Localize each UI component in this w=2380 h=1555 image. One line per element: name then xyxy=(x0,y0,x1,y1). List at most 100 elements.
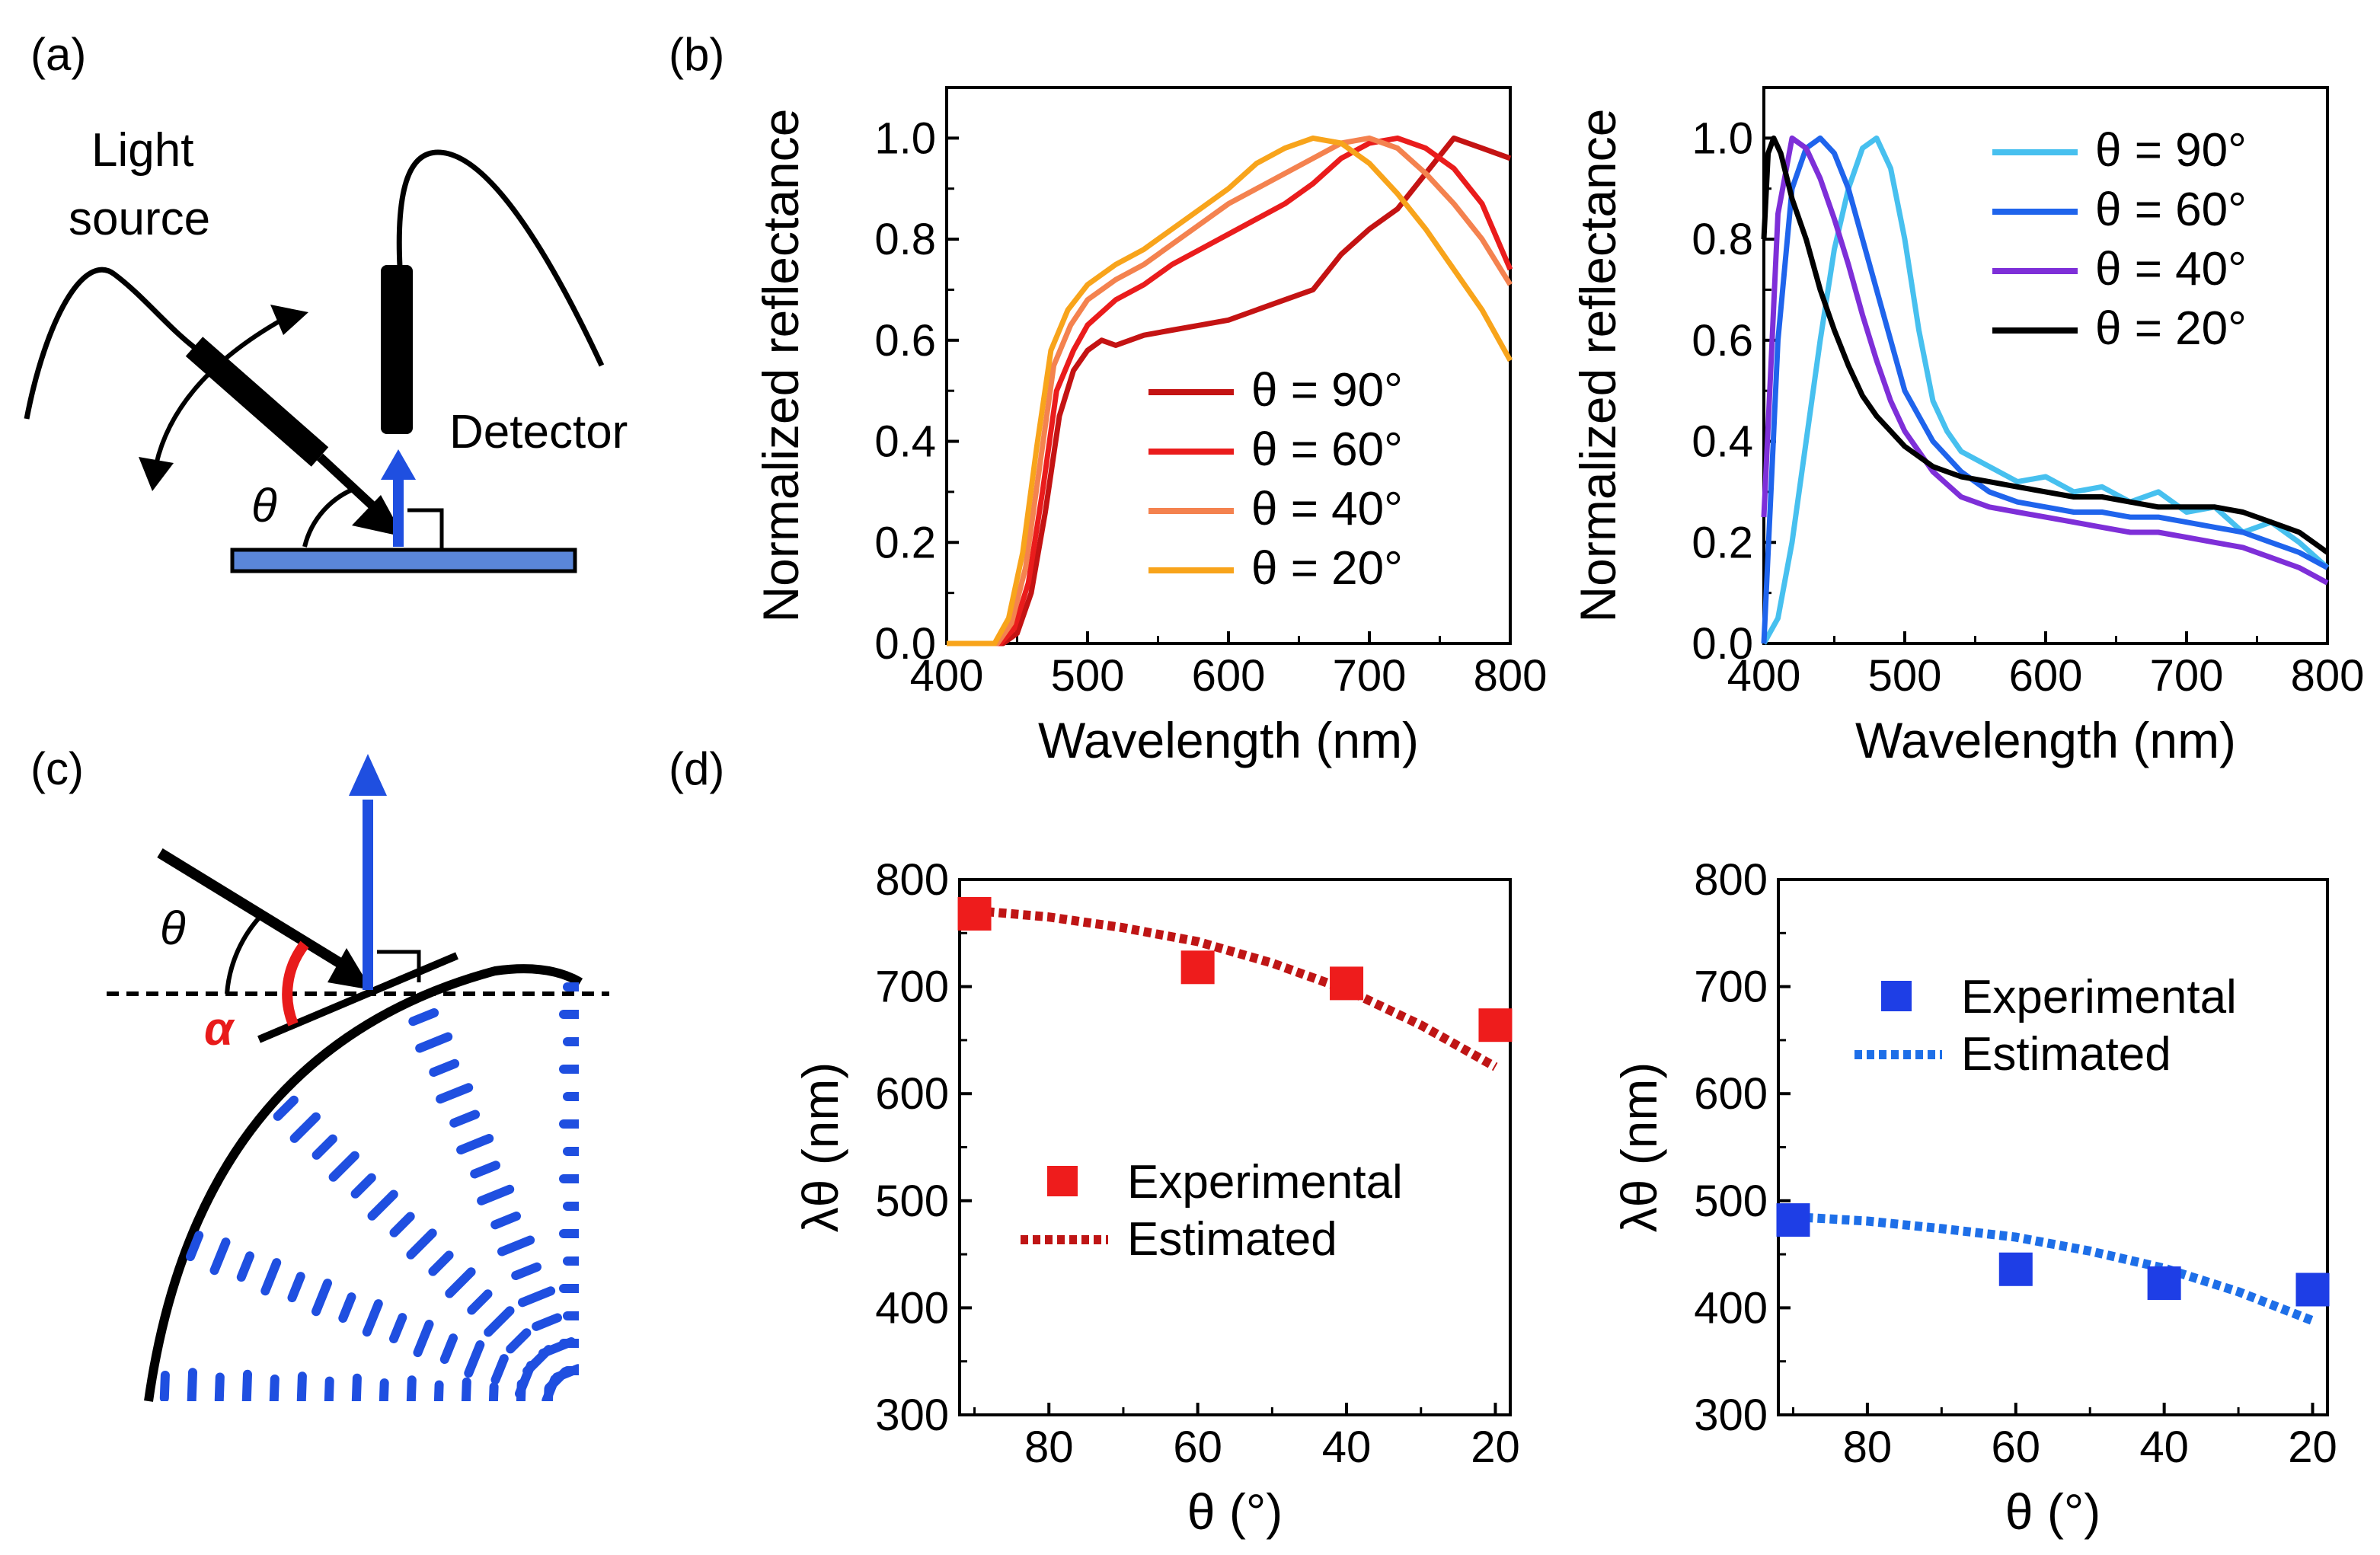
microstructure-dash xyxy=(543,1384,554,1401)
y-tick-label: 600 xyxy=(875,1069,949,1119)
substrate xyxy=(230,548,577,573)
reflected-arrowhead-c xyxy=(349,754,387,796)
theta-arc-c xyxy=(225,912,265,995)
experimental-marker xyxy=(1180,950,1215,985)
legend-label: θ = 20° xyxy=(1251,542,1403,595)
series-line xyxy=(1761,135,2329,586)
y-tick-label: 400 xyxy=(875,1283,949,1333)
y-tick-label: 300 xyxy=(1694,1391,1768,1440)
microstructure-dash xyxy=(470,1161,500,1179)
x-tick-label: 20 xyxy=(2288,1422,2337,1472)
microstructure-dash xyxy=(351,1373,362,1401)
detector-cable xyxy=(396,149,605,367)
y-tick-label: 0.2 xyxy=(874,518,936,567)
panel-label-d: (d) xyxy=(669,743,724,794)
legend-label: θ = 90° xyxy=(1251,364,1403,417)
estimated-curve xyxy=(1793,1212,2315,1325)
light-source-probe xyxy=(185,337,329,467)
y-tick-label: 500 xyxy=(1694,1177,1768,1226)
microstructure-dash xyxy=(506,1328,532,1354)
microstructure-dash xyxy=(389,1212,415,1237)
panel-label-b: (b) xyxy=(669,29,724,80)
y-tick-label: 700 xyxy=(1694,963,1768,1012)
x-tick-label: 80 xyxy=(1024,1422,1074,1472)
rotation-arrowhead-top xyxy=(270,305,308,335)
microstructure-dash xyxy=(209,1237,231,1276)
microstructure-dash xyxy=(187,1368,197,1401)
theta-label-a: θ xyxy=(251,480,277,532)
x-tick-label: 400 xyxy=(1727,651,1801,701)
experimental-marker xyxy=(957,896,992,931)
y-tick-label: 0.0 xyxy=(874,619,936,669)
x-tick-label: 500 xyxy=(1051,651,1125,701)
x-tick-label: 700 xyxy=(2150,651,2224,701)
y-axis-title: Normalized reflectance xyxy=(752,109,809,623)
x-tick-label: 40 xyxy=(1322,1422,1372,1472)
y-axis-title: λθ (nm) xyxy=(792,1062,848,1233)
x-tick-label: 600 xyxy=(2009,651,2083,701)
microstructure-dash xyxy=(511,1262,541,1280)
reflected-arrowhead xyxy=(381,449,416,480)
experimental-marker xyxy=(1776,1203,1810,1237)
microstructure-dash xyxy=(350,1173,376,1199)
x-tick-label: 500 xyxy=(1868,651,1942,701)
experimental-marker xyxy=(2295,1272,2330,1307)
series-line xyxy=(947,135,1513,647)
y-tick-label: 0.2 xyxy=(1692,518,1753,567)
x-tick-label: 40 xyxy=(2139,1422,2189,1472)
light-source-cable xyxy=(24,267,200,420)
light-source-label-1: Light xyxy=(91,124,193,177)
microstructure-dash xyxy=(436,1083,474,1104)
microstructure-dash xyxy=(467,1289,493,1315)
right-angle-mark-c xyxy=(377,950,421,982)
microstructure-pattern xyxy=(159,982,579,1401)
microstructure-dash xyxy=(367,1189,398,1221)
experimental-marker xyxy=(1330,966,1364,1001)
x-tick-label: 800 xyxy=(1474,651,1548,701)
chart-d-left: 80 60 40 20 300 400 500 600 700 800 θ (°) λθ (nm) Ex… xyxy=(792,855,1520,1540)
experimental-marker xyxy=(1998,1252,2033,1286)
microstructure-dash xyxy=(287,1272,305,1303)
series-line xyxy=(1761,135,2329,644)
light-source-label-2: source xyxy=(69,193,210,245)
y-tick-label: 0.6 xyxy=(1692,316,1753,366)
x-axis-title: θ (°) xyxy=(1187,1483,1283,1540)
y-tick-label: 0.4 xyxy=(1692,417,1753,467)
alpha-label: α xyxy=(204,1003,235,1055)
microstructure-dash xyxy=(449,1110,481,1128)
microstructure-dash xyxy=(273,1095,299,1121)
y-tick-label: 800 xyxy=(1694,855,1768,905)
x-axis-title: Wavelength (nm) xyxy=(1038,712,1419,768)
panel-label-a: (a) xyxy=(30,29,86,80)
legend-label: θ = 60° xyxy=(1251,423,1403,476)
y-tick-label: 400 xyxy=(1694,1283,1768,1333)
legend-label: θ = 40° xyxy=(1251,483,1403,535)
microstructure-dash xyxy=(289,1112,321,1143)
microstructure-dash xyxy=(445,1267,476,1298)
series-line xyxy=(947,135,1513,647)
y-tick-label: 0.8 xyxy=(1692,215,1753,264)
experimental-marker xyxy=(2147,1266,2181,1301)
microstructure-dash xyxy=(490,1212,521,1230)
legend-marker xyxy=(1881,981,1912,1011)
y-tick-label: 0.6 xyxy=(874,316,936,366)
x-tick-label: 700 xyxy=(1333,651,1407,701)
y-tick-label: 1.0 xyxy=(874,113,936,163)
microstructure-dash xyxy=(328,1151,359,1182)
y-tick-label: 1.0 xyxy=(1692,113,1753,163)
theta-arc xyxy=(302,485,359,548)
detector-label: Detector xyxy=(449,406,628,458)
microstructure-dash xyxy=(269,1375,280,1401)
microstructure-dash xyxy=(415,1032,453,1053)
legend-marker xyxy=(1047,1166,1078,1196)
microstructure-dash xyxy=(532,1313,562,1331)
legend-label: Experimental xyxy=(1127,1156,1403,1209)
plot-frame xyxy=(958,878,1512,1416)
microstructure-dash xyxy=(241,1369,252,1401)
y-tick-label: 0.4 xyxy=(874,417,936,467)
plot-frame xyxy=(1777,878,2329,1416)
chart-d-right: 80 60 40 20 300 400 500 600 700 800 θ (°) λθ (nm) Ex… xyxy=(1611,855,2337,1540)
chart-b-right: 400 500 600 700 800 0.0 0.2 0.4 0.6 0.8 1.0 Wavelen… xyxy=(1570,86,2364,768)
microstructure-dash xyxy=(389,1313,407,1343)
